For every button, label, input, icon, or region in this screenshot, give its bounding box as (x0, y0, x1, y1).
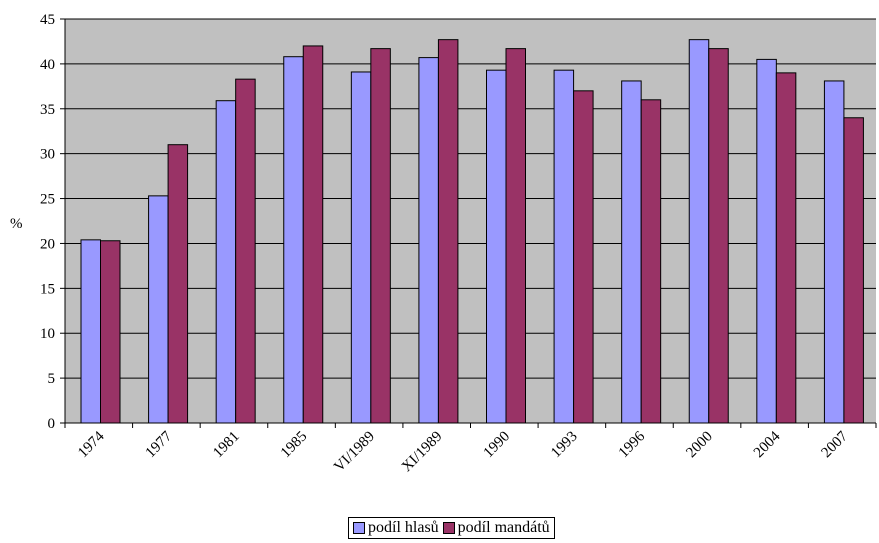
bar-votes-2000 (688, 39, 710, 424)
gridlines (65, 18, 876, 379)
bar-seats-1993 (573, 90, 594, 424)
bar-seats-2004 (775, 72, 797, 424)
plot-area (65, 19, 876, 423)
legend-label-seats: podíl mandátů (457, 519, 550, 536)
x-tick-label: 1996 (616, 428, 649, 461)
y-tick-labels: 0 5 10 15 20 25 30 35 40 45 (40, 12, 55, 432)
bar-votes-1993 (553, 69, 575, 424)
bar-votes-1981 (215, 100, 237, 424)
x-tick-labels: 1974 1977 1981 1985 VI/1989 XI/1989 1990 1993 19… (75, 428, 851, 475)
bar-votes-XI-1989 (418, 57, 439, 424)
bar-chart: 0 5 10 15 20 25 30 35 40 45 1974 1977 1981 1985 VI/19… (10, 12, 877, 475)
y-tick-label: 25 (40, 192, 55, 208)
bar-seats-1981 (235, 78, 256, 424)
y-tick-label: 40 (40, 57, 55, 73)
bar-votes-1974 (80, 239, 101, 424)
y-tick-label: 15 (40, 281, 55, 297)
x-tick-label: XI/1989 (399, 429, 446, 476)
x-tick-label: 1993 (548, 429, 581, 462)
bar-votes-VI-1989 (350, 71, 372, 424)
x-tick-label: 1974 (75, 428, 108, 461)
bar-seats-1990 (505, 48, 526, 424)
legend-item-votes: podíl hlasů (353, 519, 439, 537)
bar-seats-VI-1989 (370, 48, 391, 424)
x-tick-label: 2004 (751, 428, 784, 461)
bar-seats-2007 (843, 117, 864, 424)
legend-item-seats: podíl mandátů (442, 519, 550, 537)
bar-seats-1974 (100, 240, 121, 424)
bar-votes-1985 (283, 56, 304, 424)
bar-votes-1977 (148, 195, 169, 424)
x-tick-label: VI/1989 (331, 429, 378, 476)
legend: podíl hlasů podíl mandátů (348, 517, 555, 539)
y-tick-label: 5 (48, 371, 56, 387)
y-tick-label: 35 (40, 102, 55, 118)
bar-votes-2004 (756, 58, 777, 424)
y-tick-label: 20 (40, 236, 55, 252)
bar-votes-1996 (621, 80, 642, 424)
y-tick-label: 0 (48, 416, 56, 432)
bar-votes-1990 (486, 69, 507, 424)
legend-label-votes: podíl hlasů (368, 519, 439, 536)
x-tick-label: 2007 (819, 428, 852, 461)
x-tick-label: 2000 (683, 429, 716, 462)
x-tick-label: 1977 (143, 428, 176, 461)
y-tick-label: 30 (40, 147, 55, 163)
y-tick-label: 45 (40, 12, 55, 28)
legend-swatch-votes (353, 522, 365, 534)
x-tick-label: 1981 (210, 429, 243, 462)
bar-votes-2007 (823, 80, 845, 424)
axes (60, 18, 877, 428)
y-axis-label: % (10, 216, 23, 232)
bar-seats-1996 (640, 99, 662, 424)
x-tick-label: 1990 (481, 429, 514, 462)
x-tick-label: 1985 (278, 429, 311, 462)
bar-seats-2000 (708, 48, 729, 424)
bar-seats-1977 (167, 144, 189, 424)
bar-seats-XI-1989 (437, 39, 459, 424)
y-tick-label: 10 (40, 326, 55, 342)
legend-swatch-seats (442, 522, 455, 534)
bars (80, 39, 864, 424)
bar-seats-1985 (302, 45, 324, 424)
